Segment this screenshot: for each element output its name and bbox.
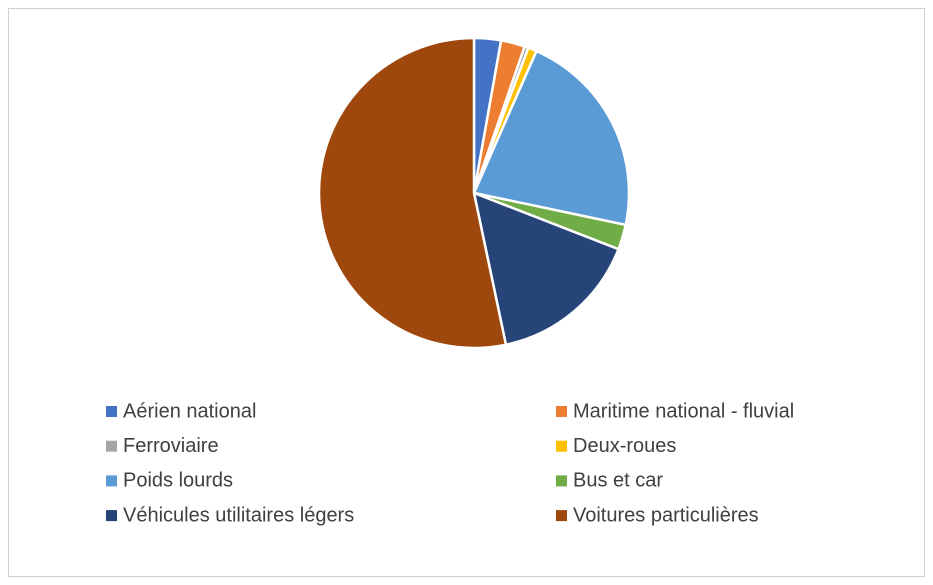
pie-slice — [472, 49, 631, 227]
legend-label: Véhicules utilitaires légers — [123, 504, 354, 526]
legend-label: Aérien national — [123, 400, 256, 422]
legend-label: Poids lourds — [123, 470, 233, 492]
legend-marker — [106, 475, 117, 487]
pie-slice — [472, 190, 621, 347]
legend-label: Deux-roues — [573, 435, 676, 457]
legend-marker — [106, 440, 117, 452]
legend-marker — [556, 440, 567, 452]
legend-marker — [106, 406, 117, 417]
pie-slice — [317, 36, 508, 350]
legend-marker — [556, 510, 567, 522]
legend-label: Ferroviaire — [123, 435, 219, 457]
legend-marker — [556, 406, 567, 417]
legend-marker — [106, 510, 117, 522]
legend-label: Bus et car — [573, 470, 663, 492]
legend-label: Voitures particulières — [573, 504, 759, 526]
legend-label: Maritime national - fluvial — [573, 400, 794, 422]
legend-marker — [556, 475, 567, 487]
